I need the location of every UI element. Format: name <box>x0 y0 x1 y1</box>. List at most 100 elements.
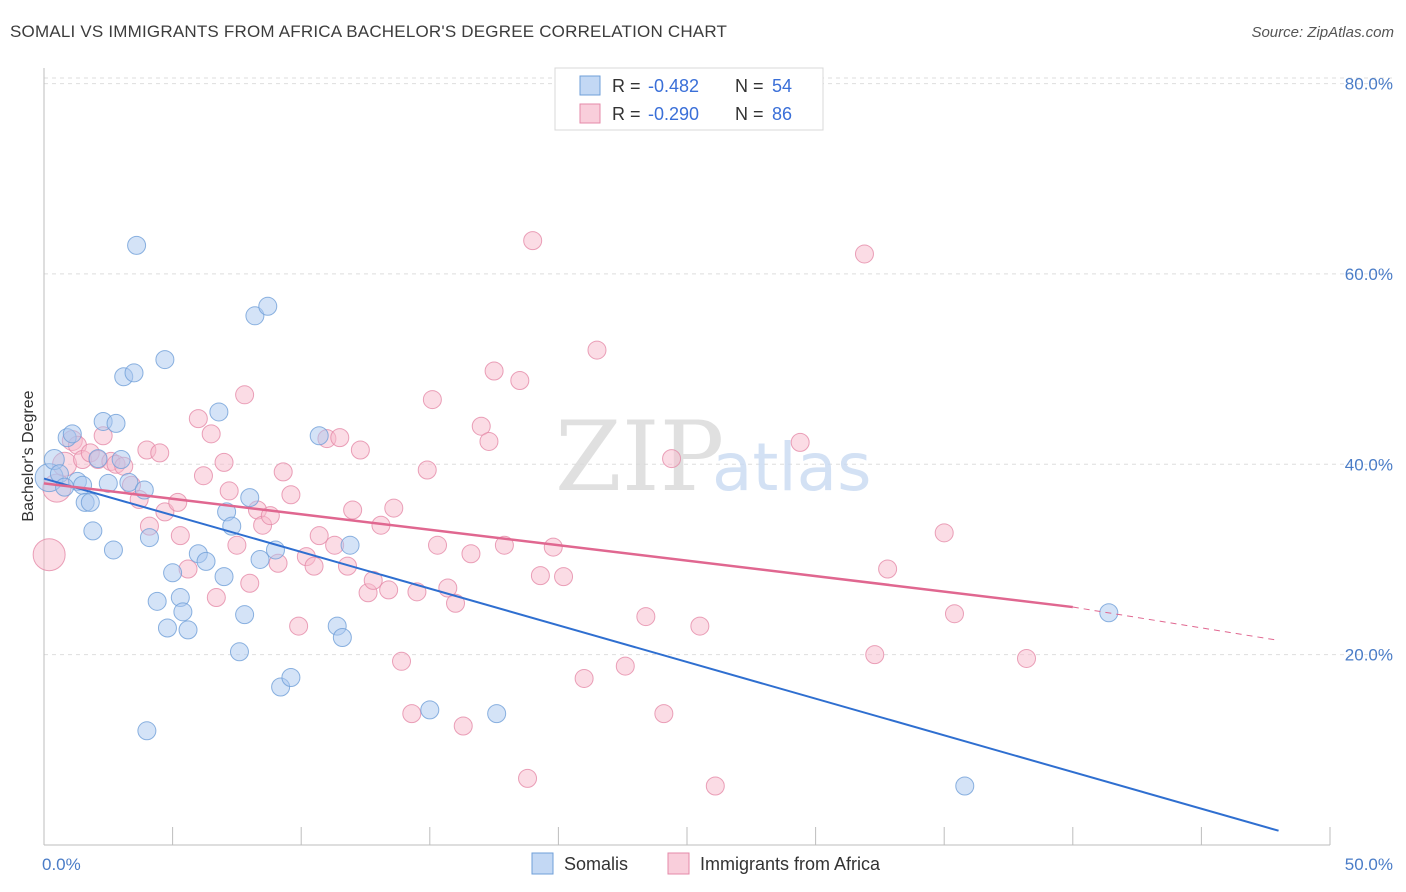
somali-point-23 <box>147 591 167 611</box>
africa-point-60 <box>461 544 481 564</box>
africa-point-55 <box>422 390 442 410</box>
legend-n-value-somali: 54 <box>772 76 792 96</box>
africa-point-85 <box>1017 648 1037 668</box>
africa-point-74 <box>636 607 656 627</box>
africa-point-29 <box>240 573 260 593</box>
somali-point-4 <box>62 424 82 444</box>
africa-point-69 <box>543 537 563 557</box>
legend-swatch-somalis <box>531 852 554 875</box>
x-tick-label-max: 50.0% <box>1345 855 1393 874</box>
somali-point-12 <box>98 473 118 493</box>
africa-point-24 <box>206 588 226 608</box>
somali-point-24 <box>155 350 175 370</box>
trend-line-somali <box>43 477 1279 832</box>
somali-point-17 <box>119 472 139 492</box>
africa-point-47 <box>363 570 383 590</box>
somali-point-26 <box>163 563 183 583</box>
africa-point-45 <box>350 440 370 460</box>
africa-point-63 <box>484 361 504 381</box>
series-legend: Somalis Immigrants from Africa <box>531 852 881 875</box>
africa-point-0 <box>32 538 66 572</box>
somali-point-38 <box>240 488 260 508</box>
legend-n-value-africa: 86 <box>772 104 792 124</box>
africa-point-44 <box>343 500 363 520</box>
africa-point-28 <box>235 385 255 405</box>
trend-line-africa-extension <box>1072 606 1279 641</box>
somali-point-18 <box>124 363 144 383</box>
africa-point-65 <box>510 371 530 391</box>
somali-point-25 <box>157 618 177 638</box>
africa-point-53 <box>407 582 427 602</box>
africa-point-51 <box>392 651 412 671</box>
legend-n-label-africa: N = <box>735 104 764 124</box>
africa-point-70 <box>554 567 574 587</box>
trend-line-africa <box>43 482 1073 609</box>
africa-point-77 <box>690 616 710 636</box>
legend-r-value-africa: -0.290 <box>648 104 699 124</box>
africa-point-39 <box>309 526 329 546</box>
somali-point-28 <box>173 602 193 622</box>
africa-point-54 <box>417 460 437 480</box>
africa-point-73 <box>615 656 635 676</box>
somali-point-49 <box>420 700 440 720</box>
somali-point-19 <box>127 235 147 255</box>
x-tick-label-min: 0.0% <box>42 855 81 874</box>
africa-point-21 <box>188 409 208 429</box>
y-tick-label-20: 20.0% <box>1345 646 1393 665</box>
somali-point-14 <box>106 413 126 433</box>
somali-point-29 <box>178 620 198 640</box>
somali-point-13 <box>103 540 123 560</box>
africa-point-17 <box>155 502 175 522</box>
y-tick-label-80: 80.0% <box>1345 75 1393 94</box>
africa-point-58 <box>446 593 466 613</box>
africa-point-61 <box>471 416 491 436</box>
africa-point-22 <box>193 466 213 486</box>
somali-point-39 <box>245 306 265 326</box>
africa-point-67 <box>523 231 543 251</box>
africa-point-23 <box>201 424 221 444</box>
legend-swatch-somali <box>579 75 601 96</box>
legend-r-label-somali: R = <box>612 76 641 96</box>
africa-point-52 <box>402 704 422 724</box>
africa-point-72 <box>587 340 607 360</box>
series-africa-points <box>32 231 1037 796</box>
africa-point-75 <box>654 704 674 724</box>
somali-point-9 <box>83 521 103 541</box>
somali-point-36 <box>229 642 249 662</box>
africa-point-19 <box>170 526 190 546</box>
africa-point-81 <box>865 645 885 665</box>
somali-point-31 <box>196 551 216 571</box>
somali-point-44 <box>281 667 301 687</box>
legend-swatch-africa <box>579 103 601 124</box>
somali-point-51 <box>955 776 975 796</box>
africa-point-66 <box>518 768 538 788</box>
series-somali-points <box>34 235 1119 796</box>
africa-point-18 <box>168 492 188 512</box>
africa-point-83 <box>934 523 954 543</box>
africa-point-35 <box>281 485 301 505</box>
africa-point-80 <box>854 244 874 264</box>
somali-point-45 <box>309 426 329 446</box>
somali-point-50 <box>487 704 507 724</box>
somali-point-33 <box>214 567 234 587</box>
legend-r-value-somali: -0.482 <box>648 76 699 96</box>
somali-point-10 <box>88 449 108 469</box>
africa-point-62 <box>479 431 499 451</box>
somali-point-21 <box>137 721 157 741</box>
somali-point-22 <box>139 528 159 548</box>
legend-n-label-somali: N = <box>735 76 764 96</box>
stats-legend: R = -0.482 N = 54 R = -0.290 N = 86 <box>554 67 824 131</box>
africa-point-68 <box>530 566 550 586</box>
africa-point-71 <box>574 668 594 688</box>
y-tick-label-40: 40.0% <box>1345 455 1393 474</box>
africa-point-50 <box>384 498 404 518</box>
legend-label-immigrants-africa: Immigrants from Africa <box>700 854 881 874</box>
x-axis-ticks <box>43 827 1331 845</box>
y-tick-label-60: 60.0% <box>1345 265 1393 284</box>
africa-point-36 <box>289 616 309 636</box>
africa-point-59 <box>453 716 473 736</box>
africa-point-84 <box>944 604 964 624</box>
source-label: Source: ZipAtlas.com <box>1251 24 1394 41</box>
y-tick-labels: 20.0% 40.0% 60.0% 80.0% <box>1345 75 1393 665</box>
